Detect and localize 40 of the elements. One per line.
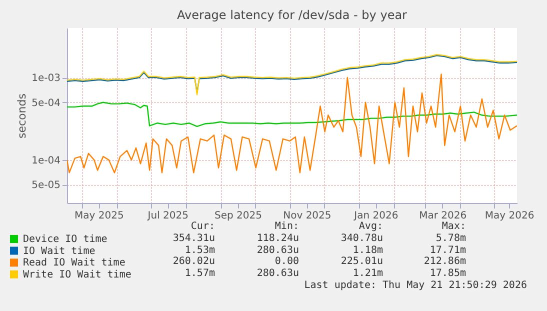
text: 17.71m [430, 244, 466, 256]
text: 212.86m [424, 256, 466, 268]
text: 5.78m [436, 232, 466, 244]
text: 1.57m [184, 268, 215, 280]
x-tick-label: May 2025 [74, 210, 124, 222]
x-tick-label: Sep 2025 [214, 210, 262, 222]
text: 0.00 [274, 256, 299, 268]
legend-label: Device IO time [23, 234, 108, 245]
y-tick-label: 5e-04 [32, 98, 60, 109]
text: 280.63u [256, 268, 299, 280]
legend-label: Write IO Wait time [23, 269, 132, 280]
text: Max: [442, 221, 466, 232]
y-tick-label: 1e-04 [32, 155, 60, 166]
text: 1.21m [352, 268, 383, 280]
text: 280.63u [256, 244, 299, 256]
text: 260.02u [172, 256, 215, 268]
line-series [67, 102, 517, 128]
y-tick-label: 5e-05 [32, 180, 60, 192]
legend-label: IO Wait time [23, 246, 96, 257]
legend-label: Read IO Wait time [23, 258, 126, 269]
text: Last update: Thu May 21 21:50:29 2026 [304, 280, 527, 291]
text: 340.78u [340, 232, 383, 244]
x-tick-label: Nov 2025 [283, 210, 332, 222]
text: 225.01u [340, 256, 383, 268]
y-axis-title: seconds [16, 93, 29, 138]
chart-title: Average latency for /dev/sda - by year [177, 8, 408, 22]
x-tick-label: Mar 2026 [419, 210, 467, 222]
text: 1.18m [352, 244, 383, 256]
x-tick-label: Jul 2025 [146, 210, 188, 222]
y-tick-label: 1e-03 [32, 73, 60, 84]
text: Cur: [190, 221, 215, 232]
x-tick-label: May 2026 [484, 210, 534, 222]
text: Avg: [358, 221, 383, 232]
text: 354.31u [172, 232, 215, 244]
line-series [67, 74, 517, 174]
x-tick-label: Jan 2026 [353, 210, 398, 222]
text: Min: [274, 221, 299, 232]
text: 1.53m [184, 244, 215, 256]
text: 118.24u [256, 232, 299, 244]
text: 17.85m [430, 268, 466, 280]
